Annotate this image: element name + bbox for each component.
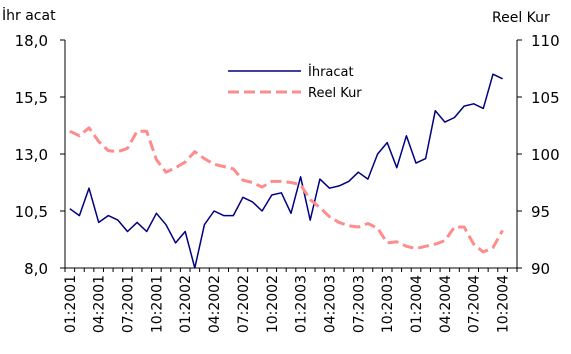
x-tick-label: 07:2002 (236, 275, 252, 333)
x-tick-label: 10:2004 (496, 275, 512, 333)
legend-label-reel-kur: Reel Kur (308, 86, 362, 101)
ihracat-line (69, 73, 503, 269)
x-tick-label: 01:2003 (294, 275, 310, 333)
right-axis-title: Reel Kur (492, 10, 550, 26)
left-axis: 18,0 15,5 13,0 10,5 8,0 (15, 32, 65, 278)
x-tick-label: 07:2003 (351, 275, 367, 333)
left-tick-label: 18,0 (15, 32, 48, 50)
right-tick-label: 100 (531, 146, 560, 164)
x-tick-label: 04:2004 (438, 275, 454, 333)
x-tick-label: 10:2003 (380, 275, 396, 333)
x-tick-label: 04:2001 (92, 275, 108, 333)
right-tick-label: 110 (531, 32, 560, 50)
left-axis-title: İhr acat (2, 6, 56, 24)
legend: İhracat Reel Kur (228, 64, 362, 101)
right-tick-label: 105 (531, 89, 560, 107)
x-tick-label: 01:2001 (63, 275, 79, 333)
x-tick-label: 10:2001 (149, 275, 165, 333)
x-tick-label: 07:2001 (121, 275, 137, 333)
left-tick-label: 13,0 (15, 146, 48, 164)
x-tick-label: 01:2002 (178, 275, 194, 333)
x-tick-label: 04:2003 (322, 275, 338, 333)
right-tick-label: 90 (531, 260, 550, 278)
x-axis: 01:2001 04:2001 07:2001 10:2001 01:2002 04:20… (63, 268, 518, 333)
x-tick-label: 04:2002 (207, 275, 223, 333)
reel-kur-line (69, 126, 504, 254)
right-tick-label: 95 (531, 203, 550, 221)
left-tick-label: 10,5 (15, 203, 48, 221)
legend-label-ihracat: İhracat (308, 64, 354, 80)
right-axis: 110 105 100 95 90 (517, 32, 560, 278)
x-tick-label: 07:2004 (467, 275, 483, 333)
series-group (69, 73, 504, 269)
x-tick-label: 10:2002 (265, 275, 281, 333)
left-tick-label: 8,0 (24, 260, 48, 278)
x-tick-label: 01:2004 (409, 275, 425, 333)
left-tick-label: 15,5 (15, 89, 48, 107)
